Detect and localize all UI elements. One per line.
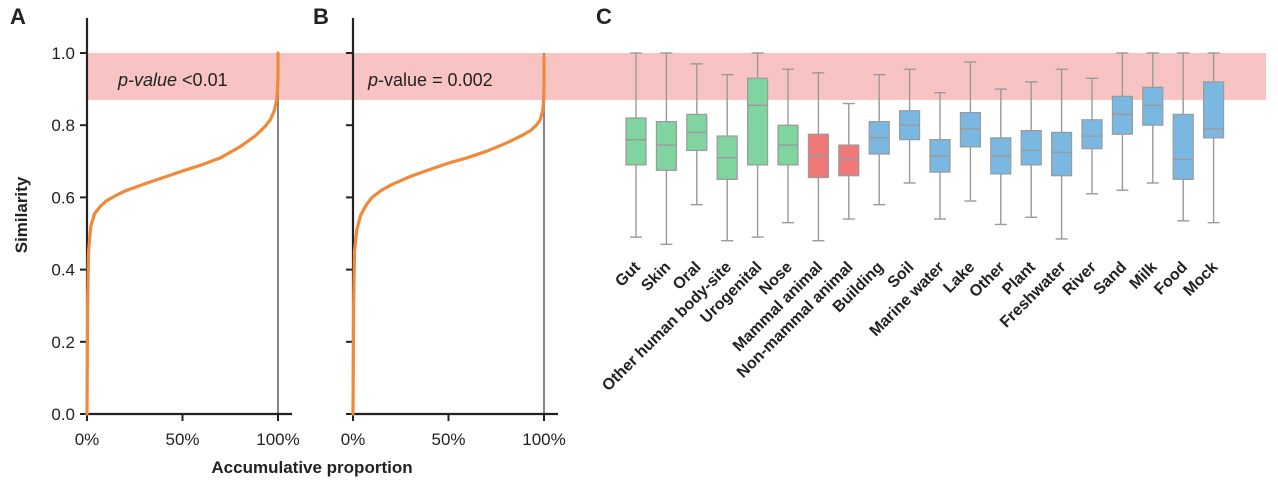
category-label-skin: Skin xyxy=(638,259,674,295)
panel-b-cumulative-curve xyxy=(351,55,546,416)
panel-a-y-tick-label-5: 1.0 xyxy=(51,44,75,63)
category-label-mock: Mock xyxy=(1180,259,1221,300)
box-river: River xyxy=(1060,77,1103,299)
x-axis-title: Accumulative proportion xyxy=(211,458,412,477)
box-soil: Soil xyxy=(885,68,921,292)
box-body-non-mammal-animal xyxy=(838,144,860,177)
annotation-a-italic: p-value xyxy=(117,70,177,90)
panel-a-x-tick-label-0: 0% xyxy=(75,430,100,449)
panel-a-y-tick-label-4: 0.8 xyxy=(51,116,75,135)
panel-b-x-tick-label-2: 100% xyxy=(522,430,565,449)
category-label-river: River xyxy=(1060,259,1100,299)
box-body-river xyxy=(1081,119,1103,150)
panel-a-x-tick-label-1: 50% xyxy=(165,430,199,449)
highlight-band-layer xyxy=(88,53,1266,100)
panel-a-y-tick-label-2: 0.4 xyxy=(51,261,75,280)
highlight-band xyxy=(88,53,1266,100)
box-body-skin xyxy=(655,120,678,171)
box-body-mock xyxy=(1202,81,1225,139)
box-body-plant xyxy=(1020,130,1042,166)
box-body-milk xyxy=(1142,86,1164,126)
box-body-freshwater xyxy=(1050,131,1073,177)
panel-a-y-tick-label-0: 0.0 xyxy=(51,405,75,424)
panel-a-cumulative-curve xyxy=(85,51,280,416)
box-body-sand xyxy=(1111,95,1134,135)
annotation-b-italic: p xyxy=(367,70,378,90)
panel-b-cumulative-plot: 0% 50% 100% xyxy=(341,18,566,449)
annotation-b-rest: -value = 0.002 xyxy=(378,70,493,90)
annotation-panel-b: p-value = 0.002 xyxy=(367,70,493,90)
panel-a-y-tick-label-1: 0.2 xyxy=(51,333,75,352)
panel-a-x-tick-label-2: 100% xyxy=(256,430,299,449)
y-axis-title: Similarity xyxy=(12,176,31,253)
box-plant: Plant xyxy=(999,81,1042,298)
category-label-other: Other xyxy=(966,259,1008,301)
panel-b-x-tick-label-1: 50% xyxy=(431,430,465,449)
box-body-lake xyxy=(959,111,982,148)
box-gut: Gut xyxy=(612,52,647,290)
panel-letter-c: C xyxy=(596,4,612,29)
panel-letter-b: B xyxy=(313,4,329,29)
box-body-food xyxy=(1172,113,1194,180)
box-body-gut xyxy=(625,117,647,166)
panel-a-cumulative-plot: 0.0 0.2 0.4 0.6 0.8 1.0 0% 50% 100% xyxy=(51,18,300,449)
annotation-panel-a: p-value <0.01 xyxy=(117,70,228,90)
category-label-gut: Gut xyxy=(612,258,644,290)
panel-letter-a: A xyxy=(10,4,26,29)
panel-a-y-tick-label-3: 0.6 xyxy=(51,188,75,207)
box-body-urogenital xyxy=(746,77,769,166)
category-label-sand: Sand xyxy=(1091,259,1131,299)
panel-b-x-tick-label-0: 0% xyxy=(341,430,366,449)
annotation-a-rest: <0.01 xyxy=(177,70,228,90)
